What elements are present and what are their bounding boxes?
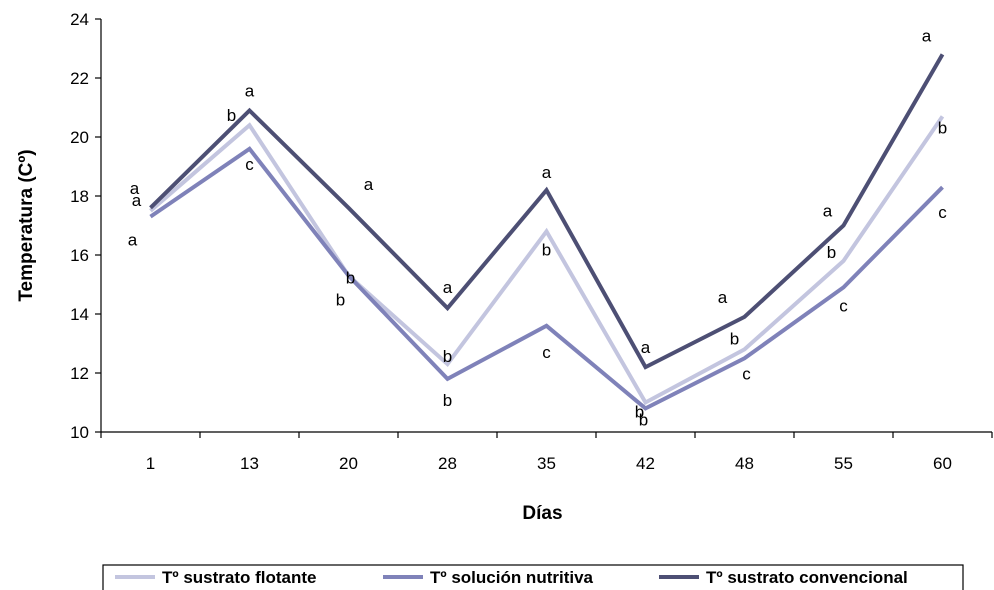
significance-letter: c (742, 364, 751, 383)
significance-letter: a (542, 163, 552, 182)
y-tick-label: 24 (70, 10, 89, 29)
significance-letter: a (128, 231, 138, 250)
legend-box (102, 564, 964, 590)
significance-letter: b (443, 347, 452, 366)
legend-label-0: Tº sustrato flotante (162, 568, 317, 587)
legend-items: Tº sustrato flotante Tº solución nutritiv… (115, 568, 908, 587)
x-tick-label: 42 (636, 454, 655, 473)
significance-letter: a (132, 191, 142, 210)
series-line-0 (149, 115, 945, 406)
legend-label-1: Tº solución nutritiva (430, 568, 594, 587)
series-lines (149, 53, 945, 411)
x-ticks: 1 13 20 28 35 42 48 55 60 (100, 432, 993, 473)
significance-letter: a (922, 26, 932, 45)
legend-label-2: Tº sustrato convencional (706, 568, 908, 587)
significance-letter: a (443, 278, 453, 297)
significance-letter: b (346, 269, 355, 288)
significance-letter: c (938, 203, 947, 222)
significance-letter: b (827, 243, 836, 262)
x-axis-title: Días (522, 503, 562, 524)
significance-letter: c (839, 296, 848, 315)
significance-letter: a (364, 175, 374, 194)
y-tick-label: 14 (70, 305, 89, 324)
series-line-1 (149, 146, 944, 411)
y-tick-label: 20 (70, 128, 89, 147)
y-tick-label: 18 (70, 187, 89, 206)
x-tick-label: 35 (537, 454, 556, 473)
axes (100, 19, 992, 433)
y-ticks: 10 12 14 16 18 20 22 24 (70, 10, 101, 442)
x-tick-label: 60 (933, 454, 952, 473)
x-tick-label: 1 (146, 454, 155, 473)
x-tick-label: 28 (438, 454, 457, 473)
significance-letter: a (245, 81, 255, 100)
x-tick-label: 13 (240, 454, 259, 473)
x-tick-label: 20 (339, 454, 358, 473)
y-tick-label: 12 (70, 364, 89, 383)
significance-letter: b (227, 106, 236, 125)
series-line-2 (149, 53, 945, 370)
significance-letter: b (443, 391, 452, 410)
x-tick-label: 48 (735, 454, 754, 473)
significance-letter: c (542, 343, 551, 362)
y-tick-label: 16 (70, 246, 89, 265)
y-tick-label: 22 (70, 69, 89, 88)
significance-letter: a (130, 179, 140, 198)
significance-letter: a (823, 202, 833, 221)
significance-letter: b (639, 410, 648, 429)
significance-letter: b (542, 240, 551, 259)
significance-letter: b (635, 403, 644, 422)
y-tick-label: 10 (70, 423, 89, 442)
significance-letter: a (641, 338, 651, 357)
legend: Tº sustrato flotante Tº solución nutritiv… (102, 564, 964, 590)
y-axis-title: Temperatura (Cº) (16, 149, 37, 301)
significance-letter: b (336, 291, 345, 310)
significance-letter: a (718, 288, 728, 307)
significance-letter: c (245, 155, 254, 174)
significance-letter: b (730, 329, 739, 348)
x-tick-label: 55 (834, 454, 853, 473)
significance-letter: b (938, 118, 947, 137)
